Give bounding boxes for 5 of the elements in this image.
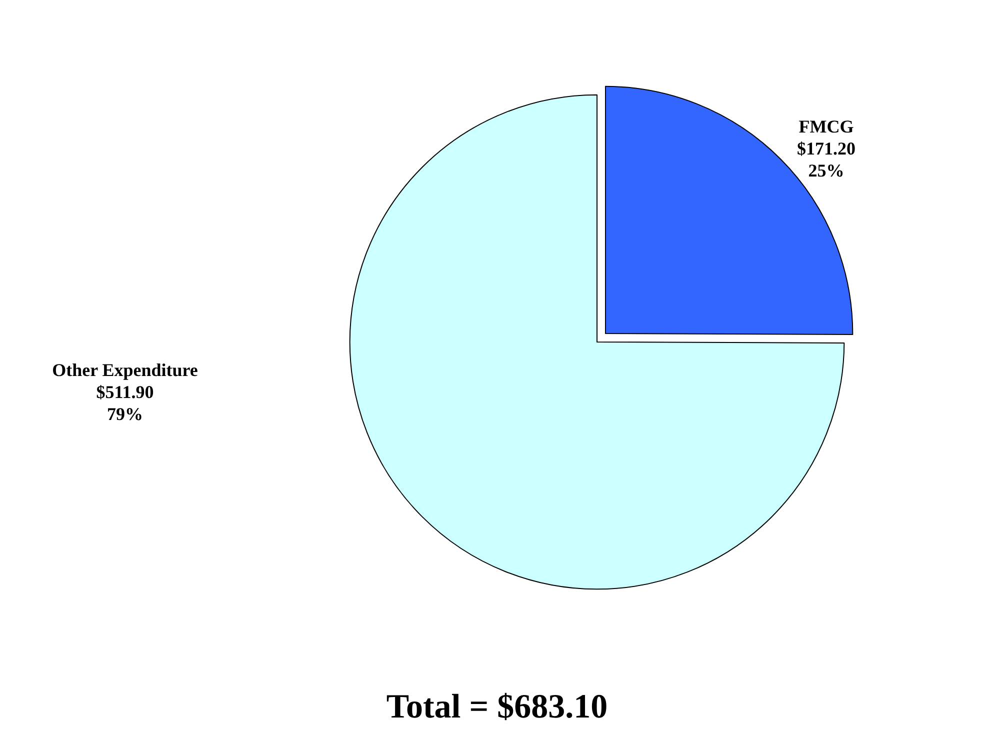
slice-label: FMCG [798, 116, 854, 137]
text: Total = $683.10 [386, 688, 608, 726]
slice-label: Other Expenditure [52, 360, 198, 380]
data-label: $511.90 79% [96, 382, 154, 424]
data-label: $171.20 25% [796, 138, 856, 181]
